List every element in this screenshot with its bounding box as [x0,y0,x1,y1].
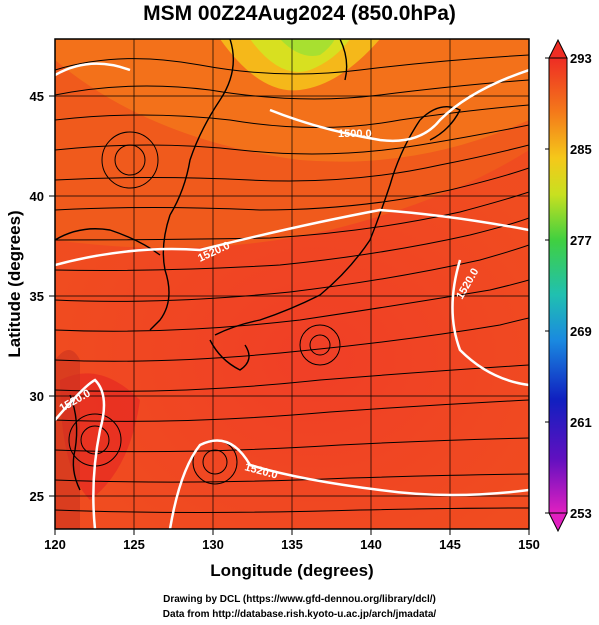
credit-line-drawing: Drawing by DCL (https://www.gfd-dennou.o… [163,594,436,605]
graticule [55,39,529,529]
colorbar-top-arrow [548,38,568,59]
x-tick-label: 145 [439,537,461,552]
x-axis-title: Longitude (degrees) [210,561,373,580]
y-tick-labels: 25 30 35 40 45 [30,89,44,504]
y-tick-label: 30 [30,389,44,404]
x-tick-label: 130 [202,537,224,552]
x-tick-label: 135 [281,537,303,552]
coastlines [55,39,461,491]
y-tick-label: 35 [30,289,44,304]
y-tick-label: 25 [30,489,44,504]
wind-streamlines [55,54,529,513]
map-figure: 1500.0 1520.0 1520.0 1520.0 1520.0 120 1… [5,38,592,580]
x-tick-label: 150 [518,537,540,552]
x-tick-label: 125 [123,537,145,552]
colorbar-bottom-arrow [548,512,568,533]
contour-label-1: 1500.0 [338,128,372,140]
x-tick-label: 120 [44,537,66,552]
colorbar-label: 285 [570,142,592,157]
credit-line-data: Data from http://database.rish.kyoto-u.a… [162,609,437,620]
colorbar-label: 253 [570,506,592,521]
y-tick-label: 40 [30,189,44,204]
axis-ticks [49,95,530,535]
colorbar-label: 277 [570,233,592,248]
height-contours [55,62,529,529]
map-title: MSM 00Z24Aug2024 (850.0hPa) [143,2,456,25]
colorbar-label: 261 [570,415,592,430]
x-tick-labels: 120 125 130 135 140 145 150 [44,537,540,552]
y-tick-label: 45 [30,89,44,104]
colorbar-label: 269 [570,324,592,339]
x-tick-label: 140 [360,537,382,552]
credit-text: Drawing by DCL (https://www.gfd-dennou.o… [0,592,599,622]
y-axis-title: Latitude (degrees) [5,210,24,357]
colorbar: 293 285 277 269 261 253 [545,38,592,533]
colorbar-scale [548,57,568,514]
colorbar-label: 293 [570,51,592,66]
